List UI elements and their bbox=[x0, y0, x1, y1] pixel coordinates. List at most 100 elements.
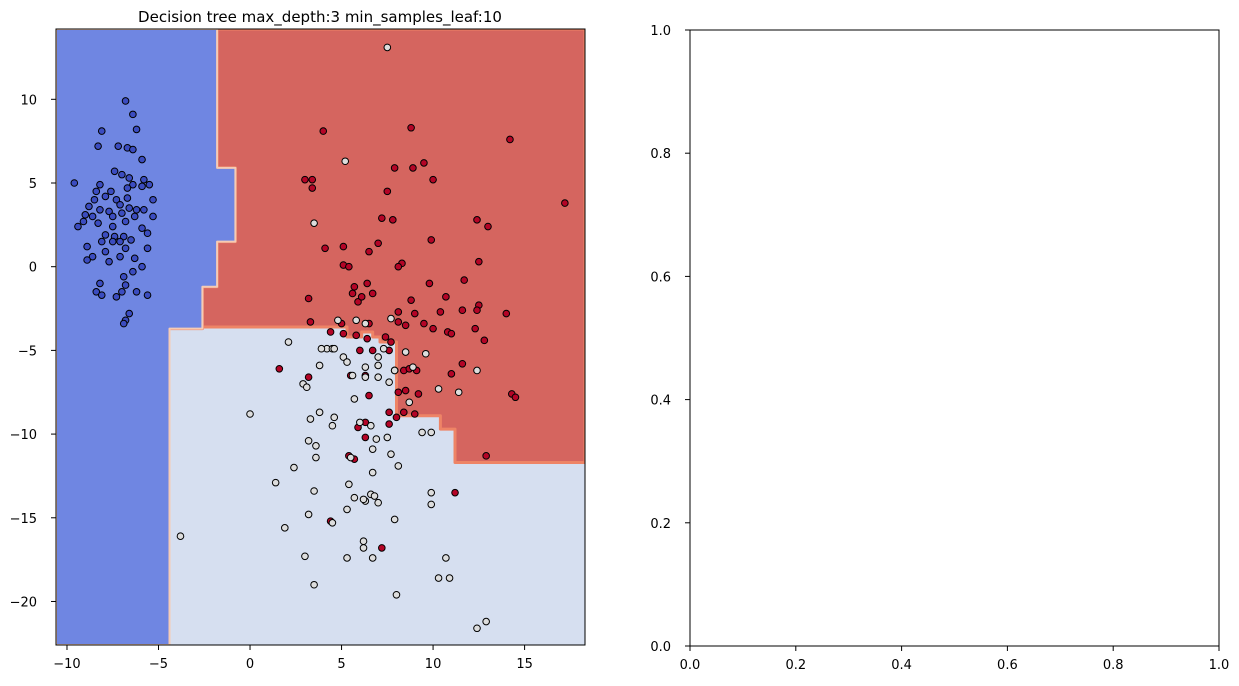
left-x-tick-label: 15 bbox=[516, 657, 533, 672]
right-y-tick-label: 1.0 bbox=[650, 24, 671, 39]
white-data-point bbox=[350, 395, 359, 403]
blue-data-point bbox=[105, 257, 113, 266]
red-data-point bbox=[447, 329, 456, 338]
blue-data-point bbox=[130, 254, 139, 263]
red-data-point bbox=[306, 318, 315, 326]
blue-data-point bbox=[125, 309, 134, 318]
blue-data-point bbox=[145, 180, 154, 189]
blue-data-point bbox=[143, 244, 152, 253]
blue-data-point bbox=[132, 125, 141, 134]
white-data-point bbox=[361, 319, 370, 328]
white-data-point bbox=[442, 554, 450, 562]
right-subplot: 0.0 0.2 0.4 0.6 0.8 1.0 0.0 0.2 0.4 0.6 0.8 1.0 bbox=[650, 24, 1229, 673]
blue-data-point bbox=[114, 142, 123, 150]
white-data-point bbox=[421, 349, 430, 358]
white-data-point bbox=[310, 580, 318, 589]
blue-data-point bbox=[70, 179, 79, 187]
left-y-axis: 10 5 0 −5 −10 −15 −20 bbox=[10, 93, 56, 610]
blue-data-point bbox=[118, 170, 126, 179]
blue-data-point bbox=[138, 262, 146, 271]
right-y-tick-label: 0.4 bbox=[650, 394, 671, 409]
red-data-point bbox=[458, 359, 467, 368]
white-data-point bbox=[334, 316, 342, 325]
blue-data-point bbox=[88, 212, 97, 221]
left-x-tick-label: −5 bbox=[149, 657, 168, 672]
blue-data-point bbox=[112, 293, 121, 301]
blue-data-point bbox=[97, 291, 106, 299]
blue-data-point bbox=[143, 229, 152, 238]
red-data-point bbox=[410, 410, 419, 418]
red-data-point bbox=[409, 164, 417, 172]
blue-data-point bbox=[129, 110, 137, 119]
red-data-point bbox=[352, 331, 360, 340]
right-axes-frame bbox=[689, 29, 1220, 647]
red-data-point bbox=[561, 199, 569, 207]
red-data-point bbox=[345, 262, 353, 271]
red-data-point bbox=[473, 216, 481, 224]
red-data-point bbox=[475, 257, 483, 266]
red-data-point bbox=[365, 391, 373, 400]
right-x-tick-label: 0.2 bbox=[785, 658, 806, 673]
left-x-tick-label: −10 bbox=[53, 657, 80, 672]
left-x-tick-label: 5 bbox=[337, 657, 345, 672]
blue-data-point bbox=[85, 202, 93, 211]
red-data-point bbox=[401, 386, 410, 395]
red-data-point bbox=[429, 175, 437, 184]
white-data-point bbox=[368, 468, 377, 477]
white-data-point bbox=[390, 515, 399, 524]
red-data-point bbox=[304, 373, 313, 381]
blue-data-point bbox=[149, 195, 157, 204]
red-data-point bbox=[368, 289, 377, 298]
white-data-point bbox=[343, 554, 351, 562]
red-data-point bbox=[442, 293, 450, 301]
blue-data-point bbox=[138, 224, 146, 232]
white-data-point bbox=[427, 500, 436, 509]
blue-data-point bbox=[132, 205, 141, 214]
blue-data-point bbox=[121, 244, 130, 253]
blue-data-point bbox=[96, 205, 104, 214]
white-data-point bbox=[409, 363, 417, 371]
white-data-point bbox=[401, 348, 410, 356]
white-data-point bbox=[473, 624, 481, 633]
left-y-tick-label: 10 bbox=[20, 93, 37, 108]
blue-data-point bbox=[143, 291, 152, 299]
red-data-point bbox=[399, 408, 408, 417]
blue-data-point bbox=[108, 222, 117, 231]
red-data-point bbox=[447, 370, 456, 378]
white-data-point bbox=[482, 617, 490, 626]
white-data-point bbox=[343, 505, 351, 514]
blue-data-point bbox=[81, 211, 90, 219]
red-data-point bbox=[420, 319, 428, 328]
blue-data-point bbox=[110, 167, 119, 176]
red-data-point bbox=[326, 328, 335, 336]
right-y-tick-label: 0.2 bbox=[650, 517, 671, 532]
red-data-point bbox=[321, 244, 329, 253]
blue-data-point bbox=[105, 207, 113, 216]
blue-data-point bbox=[149, 212, 157, 221]
blue-data-point bbox=[96, 180, 104, 189]
blue-data-point bbox=[125, 174, 134, 182]
red-data-point bbox=[385, 408, 393, 417]
blue-data-point bbox=[121, 97, 130, 105]
red-data-point bbox=[363, 334, 371, 343]
white-data-point bbox=[315, 408, 324, 417]
red-data-point bbox=[339, 242, 348, 251]
right-y-tick-label: 0.8 bbox=[650, 147, 671, 162]
red-data-point bbox=[394, 262, 403, 271]
white-data-point bbox=[345, 480, 353, 489]
white-data-point bbox=[312, 453, 320, 462]
white-data-point bbox=[392, 590, 401, 599]
red-data-point bbox=[482, 452, 490, 460]
right-x-tick-label: 0.8 bbox=[1103, 658, 1124, 673]
red-data-point bbox=[407, 296, 415, 304]
red-data-point bbox=[319, 127, 328, 135]
white-data-point bbox=[284, 338, 293, 346]
red-data-point bbox=[339, 329, 348, 338]
white-data-point bbox=[374, 361, 382, 370]
white-data-point bbox=[374, 498, 382, 507]
red-data-point bbox=[381, 333, 390, 341]
white-data-point bbox=[383, 43, 392, 52]
red-data-point bbox=[354, 298, 362, 306]
blue-data-point bbox=[119, 319, 128, 328]
left-subplot: Decision tree max_depth:3 min_samples_le… bbox=[10, 8, 586, 672]
